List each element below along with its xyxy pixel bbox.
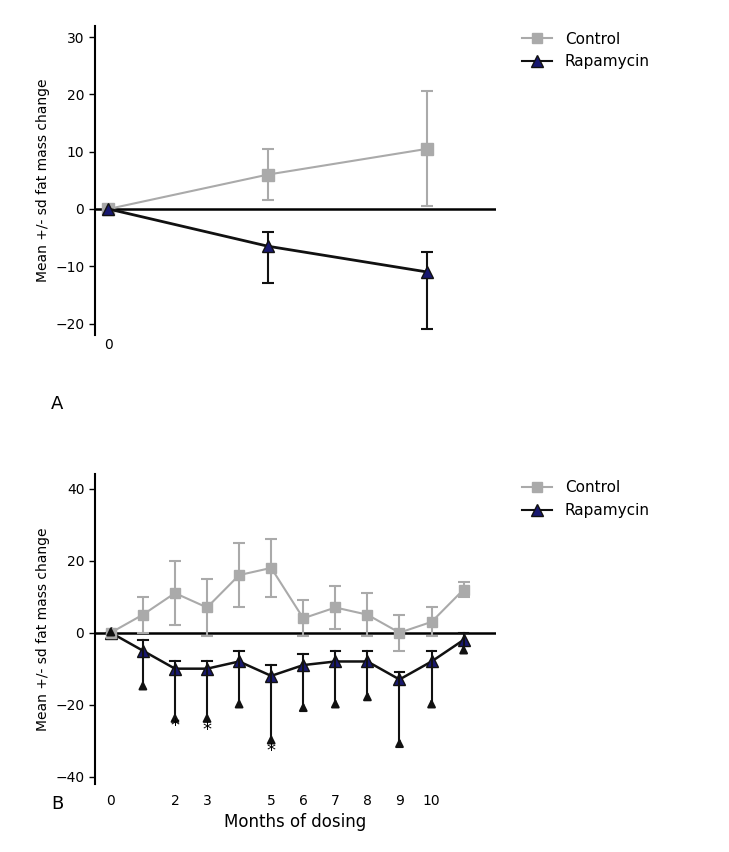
X-axis label: Months of dosing: Months of dosing — [224, 813, 367, 831]
Text: *: * — [203, 721, 211, 739]
Text: *: * — [171, 717, 179, 735]
Legend: Control, Rapamycin: Control, Rapamycin — [516, 26, 656, 76]
Text: B: B — [51, 796, 63, 814]
Text: *: * — [267, 742, 276, 761]
Y-axis label: Mean +/- sd fat mass change: Mean +/- sd fat mass change — [36, 527, 50, 731]
Text: A: A — [51, 395, 63, 413]
Y-axis label: Mean +/- sd fat mass change: Mean +/- sd fat mass change — [36, 78, 50, 282]
Legend: Control, Rapamycin: Control, Rapamycin — [516, 475, 656, 524]
Text: 0: 0 — [104, 338, 113, 352]
